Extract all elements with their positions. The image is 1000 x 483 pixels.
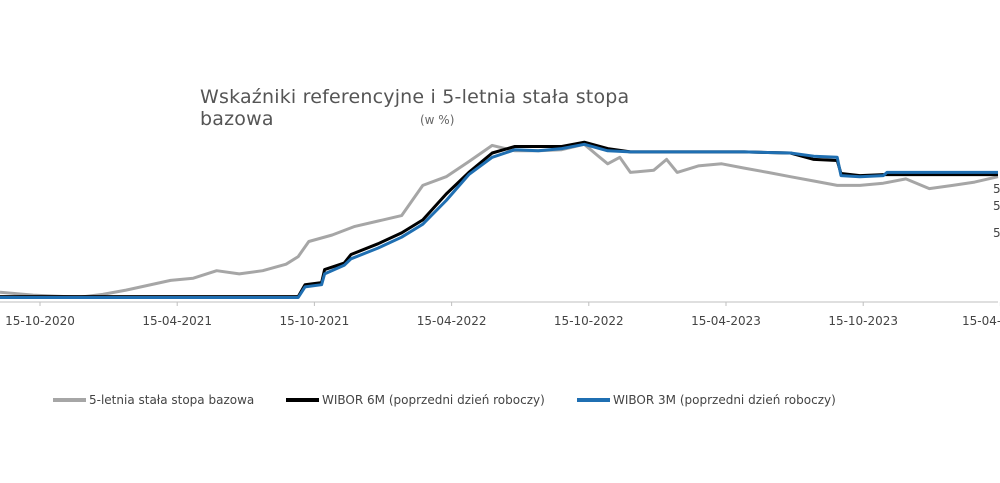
legend-item: WIBOR 3M (poprzedni dzień roboczy) bbox=[577, 393, 836, 407]
series-line-2 bbox=[0, 140, 998, 299]
legend-item: WIBOR 6M (poprzedni dzień roboczy) bbox=[286, 393, 545, 407]
x-tick-label: 15-04-2021 bbox=[142, 314, 212, 328]
x-tick-label: 15-10-2022 bbox=[554, 314, 624, 328]
legend-label: WIBOR 6M (poprzedni dzień roboczy) bbox=[322, 393, 545, 407]
end-value-label: 5 bbox=[993, 182, 1000, 196]
x-tick-label: 15-04-2023 bbox=[691, 314, 761, 328]
legend-swatch bbox=[286, 398, 319, 402]
end-value-label: 5 bbox=[993, 226, 1000, 240]
end-value-label: 5 bbox=[993, 199, 1000, 213]
series-line-1 bbox=[0, 142, 999, 299]
chart-subtitle: (w %) bbox=[420, 113, 455, 127]
x-tick-label: 15-04-2022 bbox=[417, 314, 487, 328]
x-tick-label: 15-10-2023 bbox=[828, 314, 898, 328]
legend-label: 5-letnia stała stopa bazowa bbox=[89, 393, 255, 407]
legend-label: WIBOR 3M (poprzedni dzień roboczy) bbox=[613, 393, 836, 407]
x-tick-label: 15-10-2021 bbox=[280, 314, 350, 328]
legend-swatch bbox=[577, 398, 610, 402]
series-line-3 bbox=[0, 142, 998, 299]
x-tick-label: 15-10-2020 bbox=[5, 314, 75, 328]
legend-swatch bbox=[53, 398, 86, 402]
x-tick-label: 15-04- bbox=[962, 314, 1000, 328]
chart-title: Wskaźniki referencyjne i 5-letnia stała … bbox=[200, 86, 630, 130]
chart-legend: 5-letnia stała stopa bazowa WIBOR 6M (pop… bbox=[0, 393, 1000, 413]
legend-item: 5-letnia stała stopa bazowa bbox=[53, 393, 254, 407]
